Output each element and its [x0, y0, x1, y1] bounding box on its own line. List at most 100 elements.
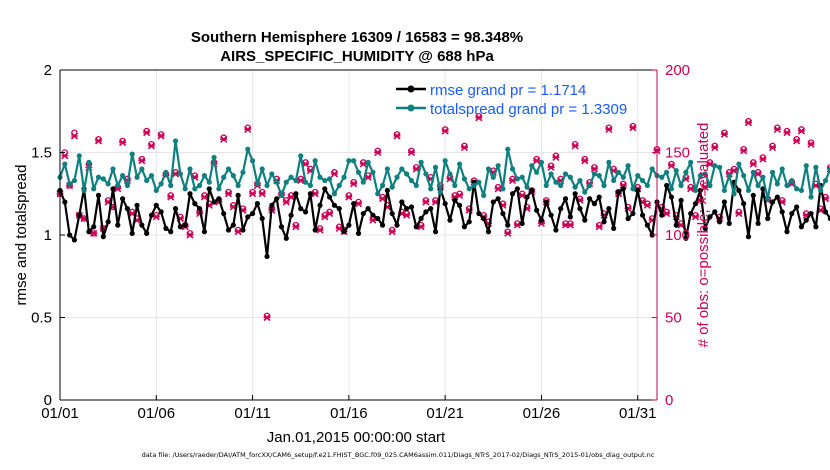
totalspread-point [100, 176, 106, 182]
rmse-point [375, 215, 381, 222]
obs-evaluated-point [143, 129, 151, 137]
rmse-point [683, 235, 689, 241]
totalspread-point [490, 174, 496, 180]
rmse-point [115, 222, 121, 228]
rmse-point [163, 225, 169, 231]
y-axis-label-right: # of obs: o=possible; ×=evaluated [695, 123, 712, 348]
rmse-point [312, 227, 318, 233]
rmse-point [596, 194, 602, 200]
rmse-point [216, 196, 222, 202]
totalspread-point [110, 166, 116, 172]
totalspread-point [278, 192, 285, 198]
rmse-point [644, 222, 650, 228]
totalspread-point [201, 173, 208, 179]
rmse-point [529, 187, 535, 194]
obs-evaluated-point [740, 147, 748, 155]
totalspread-point [673, 168, 679, 174]
totalspread-point [760, 174, 766, 180]
totalspread-point [264, 182, 270, 189]
obs-evaluated-point [687, 185, 695, 193]
totalspread-point [322, 177, 328, 184]
totalspread-point [750, 169, 756, 175]
totalspread-point [115, 182, 121, 189]
totalspread-point [596, 173, 602, 179]
rmse-point [307, 191, 313, 197]
obs-evaluated-point [720, 130, 728, 138]
totalspread-point [572, 184, 578, 190]
rmse-point [413, 224, 419, 230]
totalspread-point [514, 176, 520, 182]
totalspread-point [649, 166, 655, 172]
totalspread-point [582, 189, 588, 195]
rmse-point [586, 196, 593, 202]
totalspread-point [428, 186, 434, 192]
rmse-point [635, 187, 641, 194]
y-tick-label-right: 0 [665, 392, 673, 409]
totalspread-point [312, 158, 318, 164]
rmse-point [225, 227, 232, 233]
totalspread-point [476, 179, 482, 185]
obs-evaluated-point [571, 142, 579, 150]
totalspread-point [379, 182, 386, 189]
totalspread-point [274, 179, 280, 185]
rmse-point [553, 227, 559, 233]
rmse-point [485, 229, 492, 235]
totalspread-point [317, 174, 323, 180]
rmse-point [76, 212, 82, 218]
obs-evaluated-point [94, 137, 103, 145]
totalspread-point [269, 171, 275, 177]
legend-totalspread-marker [407, 104, 415, 112]
rmse-point [688, 210, 694, 217]
rmse-point [394, 222, 400, 228]
data-file-footer: data file: /Users/raeder/DAI/ATM_forcXX/… [142, 451, 655, 459]
rmse-point [197, 206, 203, 212]
obs-evaluated-point [147, 142, 156, 150]
totalspread-point [298, 153, 304, 159]
rmse-point [259, 215, 265, 222]
rmse-point [784, 229, 790, 235]
rmse-point [664, 182, 670, 189]
totalspread-point [630, 186, 636, 192]
totalspread-point [144, 177, 150, 184]
series-layer [56, 112, 830, 322]
totalspread-point [668, 186, 675, 192]
rmse-point [519, 220, 525, 227]
totalspread-point [221, 174, 227, 180]
rmse-point [745, 234, 752, 240]
totalspread-point [124, 182, 131, 189]
obs-evaluated-point [706, 160, 714, 168]
rmse-point [495, 196, 501, 202]
totalspread-point [399, 166, 405, 172]
totalspread-point [384, 166, 390, 172]
y-tick-label-right: 150 [665, 145, 690, 162]
totalspread-point [505, 146, 511, 152]
totalspread-point [765, 196, 771, 202]
totalspread-point [712, 163, 718, 169]
obs-evaluated-point [667, 162, 676, 170]
rmse-point [442, 201, 448, 207]
totalspread-point [798, 187, 805, 194]
rmse-point [827, 215, 830, 222]
rmse-point [418, 215, 424, 222]
y-axis-label-left: rmse and totalspread [13, 165, 30, 306]
rmse-point [457, 202, 463, 208]
totalspread-point [447, 171, 453, 177]
rmse-point [269, 202, 275, 208]
totalspread-point [158, 181, 164, 187]
rmse-point [235, 192, 241, 198]
totalspread-point [620, 174, 626, 180]
obs-evaluated-point [326, 209, 334, 218]
rmse-point [620, 186, 626, 192]
totalspread-point [105, 181, 111, 187]
obs-evaluated-point [388, 228, 396, 236]
rmse-point [278, 224, 285, 230]
obs-evaluated-point [754, 170, 762, 178]
rmse-point [245, 214, 251, 220]
obs-evaluated-point [807, 140, 815, 148]
totalspread-point [519, 174, 525, 180]
rmse-point [274, 196, 280, 202]
rmse-point [678, 197, 684, 203]
obs-evaluated-point [735, 209, 743, 218]
obs-evaluated-point [711, 143, 719, 152]
rmse-point [673, 222, 679, 228]
